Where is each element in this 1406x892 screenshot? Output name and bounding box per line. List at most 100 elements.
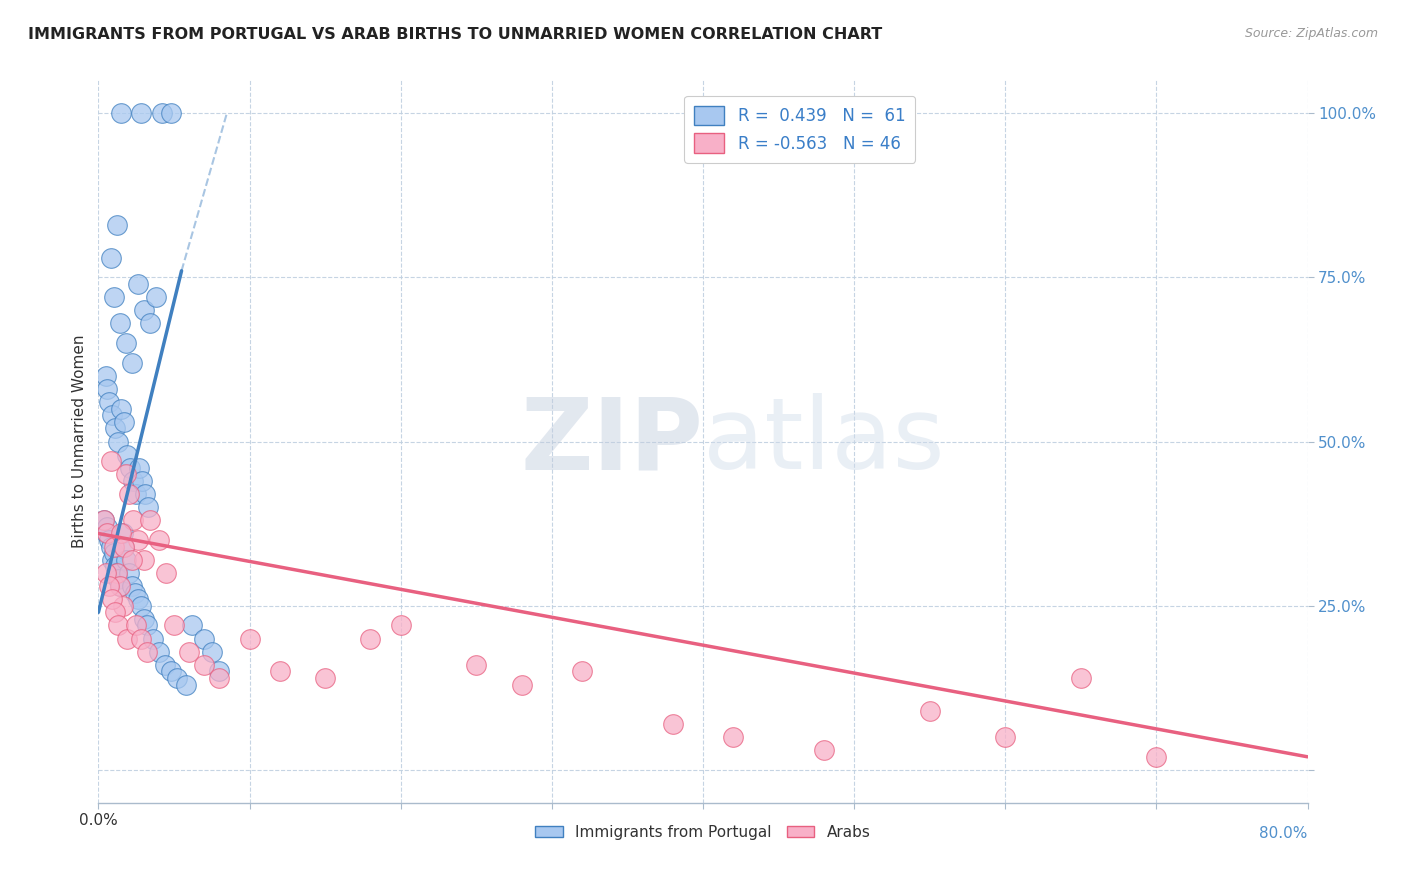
Point <box>163 618 186 632</box>
Point <box>104 421 127 435</box>
Point <box>108 579 131 593</box>
Point <box>127 533 149 547</box>
Point <box>103 540 125 554</box>
Point <box>136 500 159 515</box>
Point <box>93 513 115 527</box>
Point <box>104 559 127 574</box>
Point <box>139 513 162 527</box>
Legend: Immigrants from Portugal, Arabs: Immigrants from Portugal, Arabs <box>529 819 877 846</box>
Point <box>135 618 157 632</box>
Point <box>132 303 155 318</box>
Point <box>107 434 129 449</box>
Point <box>150 106 173 120</box>
Point <box>122 474 145 488</box>
Point <box>134 487 156 501</box>
Point <box>160 106 183 120</box>
Point <box>132 553 155 567</box>
Point <box>110 401 132 416</box>
Point <box>139 316 162 330</box>
Point <box>269 665 291 679</box>
Point <box>96 526 118 541</box>
Point <box>125 487 148 501</box>
Point <box>112 415 135 429</box>
Point <box>110 106 132 120</box>
Point <box>122 513 145 527</box>
Point <box>174 677 197 691</box>
Point <box>124 585 146 599</box>
Point <box>201 645 224 659</box>
Point <box>465 657 488 672</box>
Point <box>105 566 128 580</box>
Point <box>994 730 1017 744</box>
Point <box>166 671 188 685</box>
Point <box>107 618 129 632</box>
Point <box>100 251 122 265</box>
Point <box>148 645 170 659</box>
Text: Source: ZipAtlas.com: Source: ZipAtlas.com <box>1244 27 1378 40</box>
Point <box>101 592 124 607</box>
Point <box>121 553 143 567</box>
Point <box>389 618 412 632</box>
Point <box>510 677 533 691</box>
Point <box>114 336 136 351</box>
Point <box>112 540 135 554</box>
Point <box>360 632 382 646</box>
Point <box>120 460 142 475</box>
Point <box>94 566 117 580</box>
Text: 80.0%: 80.0% <box>1260 826 1308 841</box>
Point <box>108 316 131 330</box>
Point <box>181 618 204 632</box>
Point <box>208 665 231 679</box>
Point <box>115 632 138 646</box>
Point <box>193 657 215 672</box>
Point <box>142 632 165 646</box>
Point <box>1070 671 1092 685</box>
Point <box>105 566 128 580</box>
Point <box>100 454 122 468</box>
Point <box>121 356 143 370</box>
Text: atlas: atlas <box>703 393 945 490</box>
Point <box>108 579 131 593</box>
Point <box>193 632 215 646</box>
Point <box>160 665 183 679</box>
Point <box>118 566 141 580</box>
Point <box>125 618 148 632</box>
Text: IMMIGRANTS FROM PORTUGAL VS ARAB BIRTHS TO UNMARRIED WOMEN CORRELATION CHART: IMMIGRANTS FROM PORTUGAL VS ARAB BIRTHS … <box>28 27 883 42</box>
Point <box>723 730 745 744</box>
Point <box>129 599 152 613</box>
Point <box>101 553 124 567</box>
Point <box>571 665 593 679</box>
Point <box>121 579 143 593</box>
Point <box>96 382 118 396</box>
Point <box>111 526 134 541</box>
Point <box>314 671 336 685</box>
Point <box>129 106 152 120</box>
Point <box>100 540 122 554</box>
Point <box>114 467 136 482</box>
Point <box>918 704 941 718</box>
Point <box>98 533 121 547</box>
Point <box>145 290 167 304</box>
Point <box>98 395 121 409</box>
Point <box>112 540 135 554</box>
Point <box>101 409 124 423</box>
Point <box>131 474 153 488</box>
Point <box>111 599 134 613</box>
Point <box>155 566 177 580</box>
Point <box>103 546 125 560</box>
Point <box>118 487 141 501</box>
Point <box>129 632 152 646</box>
Point <box>104 605 127 619</box>
Point <box>661 717 683 731</box>
Point <box>128 460 150 475</box>
Point <box>208 671 231 685</box>
Point <box>127 592 149 607</box>
Point <box>103 290 125 304</box>
Point <box>135 645 157 659</box>
Point <box>1146 749 1168 764</box>
Point <box>148 533 170 547</box>
Point <box>105 218 128 232</box>
Y-axis label: Births to Unmarried Women: Births to Unmarried Women <box>72 334 87 549</box>
Point <box>813 743 835 757</box>
Point <box>110 526 132 541</box>
